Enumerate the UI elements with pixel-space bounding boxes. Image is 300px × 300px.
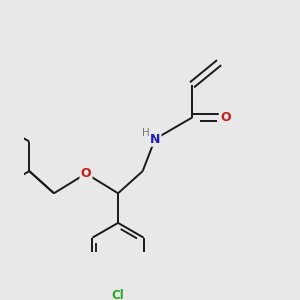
Text: H: H xyxy=(142,128,150,138)
Text: N: N xyxy=(150,133,160,146)
Text: O: O xyxy=(81,167,91,180)
Text: Cl: Cl xyxy=(112,289,124,300)
Text: O: O xyxy=(220,111,231,124)
